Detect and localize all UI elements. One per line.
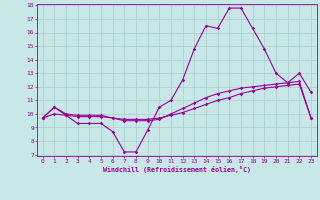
X-axis label: Windchill (Refroidissement éolien,°C): Windchill (Refroidissement éolien,°C) xyxy=(103,166,251,173)
